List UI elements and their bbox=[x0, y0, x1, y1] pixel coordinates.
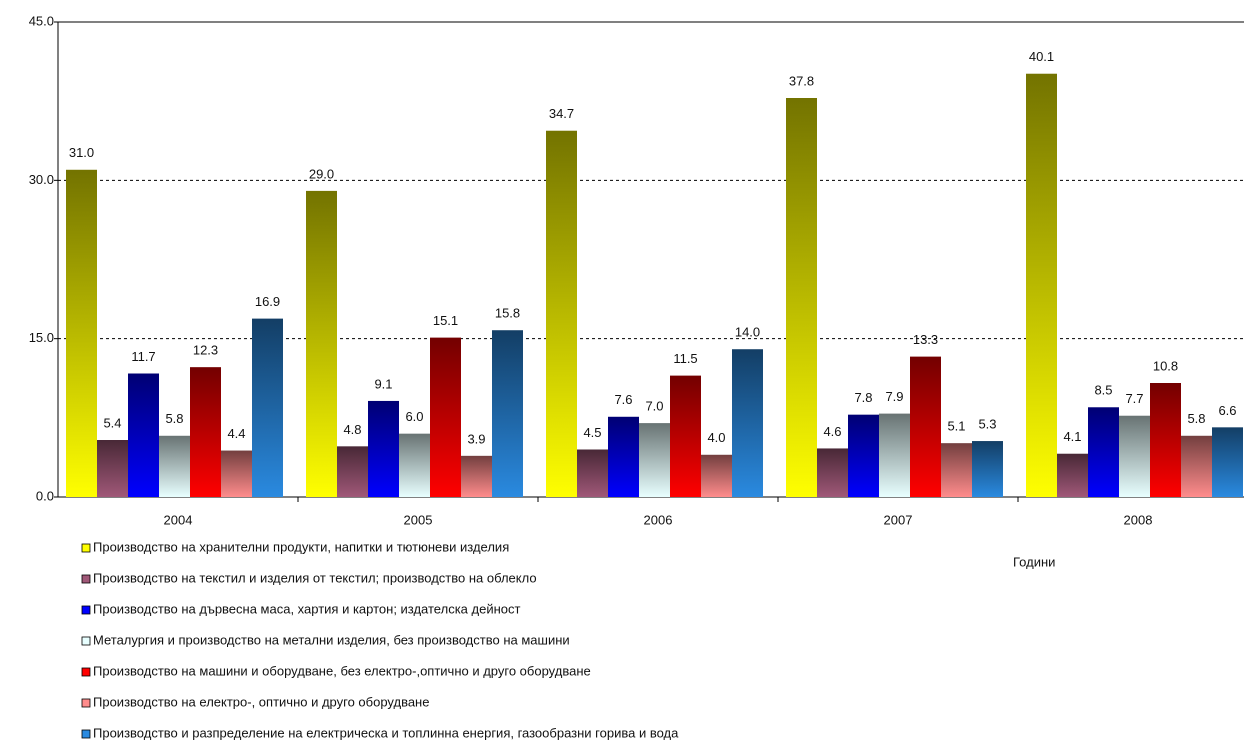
value-label: 15.1 bbox=[433, 313, 458, 328]
legend-label: Производство на електро-, оптично и друг… bbox=[93, 694, 429, 709]
bar bbox=[399, 433, 430, 497]
legend-swatch bbox=[81, 729, 91, 739]
legend-swatch bbox=[81, 698, 91, 708]
legend-swatch bbox=[81, 636, 91, 646]
value-label: 4.8 bbox=[343, 422, 361, 437]
value-label: 6.6 bbox=[1218, 403, 1236, 418]
bar bbox=[1150, 383, 1181, 497]
bar bbox=[252, 318, 283, 497]
value-label: 31.0 bbox=[69, 145, 94, 160]
bar bbox=[972, 441, 1003, 497]
bar bbox=[306, 190, 337, 497]
value-label: 6.0 bbox=[405, 409, 423, 424]
x-tick-label: 2006 bbox=[644, 512, 673, 527]
value-label: 4.6 bbox=[823, 424, 841, 439]
value-label: 11.5 bbox=[673, 351, 697, 366]
bar bbox=[128, 373, 159, 497]
value-label: 7.9 bbox=[885, 389, 903, 404]
value-label: 10.8 bbox=[1153, 358, 1178, 373]
bar bbox=[848, 414, 879, 497]
value-label: 14.0 bbox=[735, 325, 760, 340]
bar bbox=[546, 130, 577, 497]
value-label: 5.8 bbox=[165, 411, 183, 426]
legend-swatch bbox=[81, 574, 91, 584]
x-axis-label: Години bbox=[1013, 554, 1055, 569]
x-tick-label: 2004 bbox=[164, 512, 193, 527]
bar bbox=[368, 400, 399, 497]
y-tick-label: 30.0 bbox=[29, 172, 54, 187]
legend-swatch bbox=[81, 543, 91, 553]
value-label: 7.0 bbox=[645, 399, 663, 414]
value-label: 4.0 bbox=[707, 430, 725, 445]
x-tick-label: 2005 bbox=[404, 512, 433, 527]
value-label: 29.0 bbox=[309, 166, 334, 181]
value-label: 15.8 bbox=[495, 306, 520, 321]
value-label: 8.5 bbox=[1094, 383, 1112, 398]
bar bbox=[66, 169, 97, 497]
legend-swatch bbox=[81, 667, 91, 677]
legend-label: Производство и разпределение на електрич… bbox=[93, 725, 679, 740]
bar bbox=[1212, 427, 1243, 497]
value-label: 16.9 bbox=[255, 294, 280, 309]
legend-label: Производство на хранителни продукти, нап… bbox=[93, 539, 509, 554]
value-label: 7.6 bbox=[614, 392, 632, 407]
bar bbox=[461, 455, 492, 497]
y-tick-label: 45.0 bbox=[29, 13, 54, 28]
value-label: 11.7 bbox=[131, 349, 155, 364]
bar bbox=[639, 423, 670, 497]
value-label: 5.4 bbox=[103, 415, 121, 430]
legend-label: Производство на дървесна маса, хартия и … bbox=[93, 601, 520, 616]
value-label: 4.4 bbox=[227, 426, 245, 441]
value-label: 5.3 bbox=[978, 416, 996, 431]
bar bbox=[221, 450, 252, 497]
bar bbox=[941, 443, 972, 497]
bar bbox=[786, 98, 817, 497]
bar bbox=[732, 349, 763, 497]
bar bbox=[159, 435, 190, 497]
bar bbox=[910, 356, 941, 497]
value-label: 4.1 bbox=[1063, 429, 1081, 444]
y-tick-label: 0.0 bbox=[36, 488, 54, 503]
bar bbox=[430, 337, 461, 497]
bar bbox=[670, 375, 701, 497]
x-tick-label: 2007 bbox=[884, 512, 913, 527]
value-label: 9.1 bbox=[374, 376, 392, 391]
bar bbox=[1057, 453, 1088, 497]
value-label: 13.3 bbox=[913, 332, 938, 347]
bar bbox=[1119, 415, 1150, 497]
legend-label: Металургия и производство на метални изд… bbox=[93, 632, 570, 647]
bar bbox=[879, 413, 910, 497]
y-tick-label: 15.0 bbox=[29, 330, 54, 345]
legend-label: Производство на машини и оборудване, без… bbox=[93, 663, 591, 678]
legend-label: Производство на текстил и изделия от тек… bbox=[93, 570, 537, 585]
value-label: 12.3 bbox=[193, 343, 218, 358]
bar bbox=[492, 330, 523, 497]
bar bbox=[608, 416, 639, 497]
bar bbox=[577, 449, 608, 497]
value-label: 37.8 bbox=[789, 73, 814, 88]
value-label: 5.8 bbox=[1187, 411, 1205, 426]
bar bbox=[701, 454, 732, 497]
bar bbox=[97, 440, 128, 497]
bar bbox=[1088, 407, 1119, 497]
value-label: 5.1 bbox=[947, 419, 965, 434]
value-label: 3.9 bbox=[467, 431, 485, 446]
value-label: 7.8 bbox=[854, 390, 872, 405]
value-label: 4.5 bbox=[583, 425, 601, 440]
bar bbox=[190, 367, 221, 497]
value-label: 40.1 bbox=[1029, 49, 1054, 64]
value-label: 7.7 bbox=[1125, 391, 1143, 406]
legend-swatch bbox=[81, 605, 91, 615]
bar bbox=[337, 446, 368, 497]
x-tick-label: 2008 bbox=[1124, 512, 1153, 527]
bar bbox=[1181, 435, 1212, 497]
bar bbox=[1026, 73, 1057, 497]
value-label: 34.7 bbox=[549, 106, 574, 121]
bar bbox=[817, 448, 848, 497]
